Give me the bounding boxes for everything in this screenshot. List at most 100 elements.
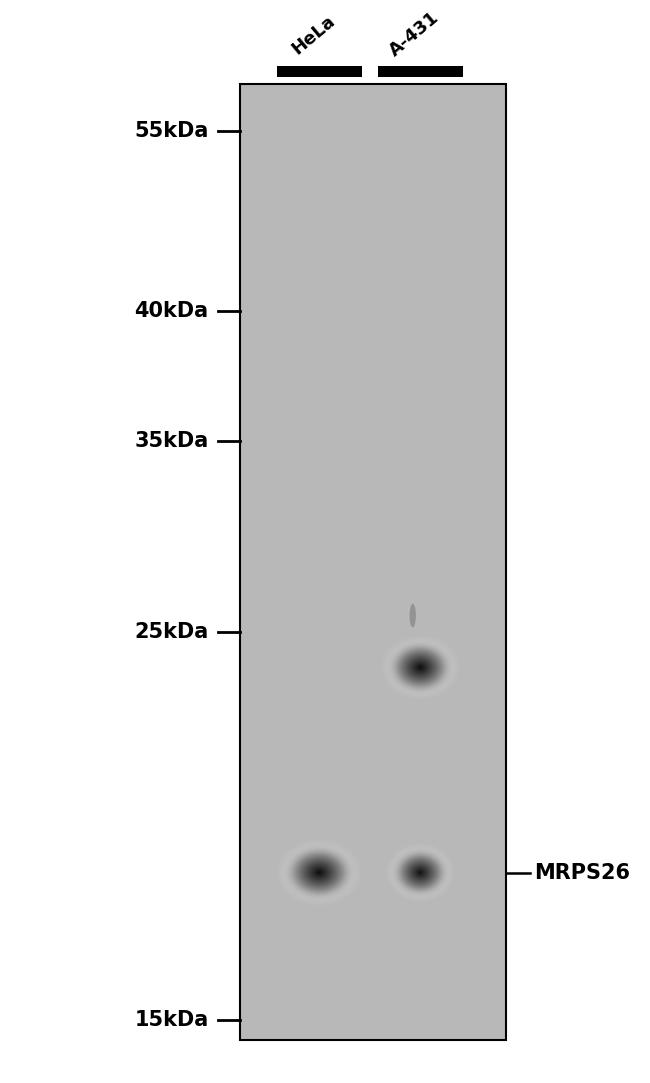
Ellipse shape (408, 862, 432, 883)
Ellipse shape (402, 652, 439, 682)
Ellipse shape (389, 846, 452, 899)
Ellipse shape (388, 641, 453, 694)
Ellipse shape (400, 651, 441, 684)
Ellipse shape (285, 846, 354, 899)
Ellipse shape (411, 661, 429, 675)
Ellipse shape (387, 640, 454, 695)
Text: 40kDa: 40kDa (135, 301, 209, 322)
Text: A-431: A-431 (386, 9, 443, 61)
Ellipse shape (402, 653, 438, 682)
Ellipse shape (405, 859, 436, 886)
Ellipse shape (419, 666, 422, 669)
Ellipse shape (401, 857, 439, 889)
Ellipse shape (410, 660, 430, 676)
Ellipse shape (318, 872, 320, 873)
Ellipse shape (392, 848, 449, 897)
Ellipse shape (391, 847, 450, 898)
Ellipse shape (400, 651, 440, 683)
Ellipse shape (390, 847, 450, 899)
Ellipse shape (404, 654, 437, 681)
Ellipse shape (406, 860, 435, 885)
Ellipse shape (384, 638, 457, 697)
Ellipse shape (288, 848, 350, 897)
Ellipse shape (398, 854, 442, 891)
Ellipse shape (408, 657, 433, 678)
Ellipse shape (299, 857, 339, 888)
Ellipse shape (400, 854, 441, 890)
Text: 55kDa: 55kDa (134, 121, 209, 141)
Ellipse shape (411, 865, 429, 879)
Ellipse shape (415, 663, 426, 673)
Ellipse shape (417, 664, 424, 670)
Ellipse shape (395, 647, 446, 689)
Ellipse shape (284, 845, 354, 900)
Ellipse shape (408, 861, 434, 884)
Ellipse shape (393, 849, 447, 896)
Ellipse shape (396, 648, 444, 687)
Ellipse shape (403, 858, 437, 887)
Ellipse shape (297, 854, 342, 890)
Ellipse shape (388, 845, 452, 900)
Ellipse shape (301, 859, 337, 887)
Ellipse shape (395, 850, 447, 895)
Text: 15kDa: 15kDa (135, 1010, 209, 1030)
Ellipse shape (400, 856, 440, 889)
Text: MRPS26: MRPS26 (534, 862, 630, 883)
Ellipse shape (394, 645, 447, 689)
Ellipse shape (404, 654, 436, 680)
Ellipse shape (393, 849, 448, 897)
Ellipse shape (396, 648, 445, 688)
Ellipse shape (316, 870, 322, 875)
Ellipse shape (306, 862, 332, 883)
Ellipse shape (383, 637, 458, 699)
Ellipse shape (280, 841, 359, 903)
Ellipse shape (303, 860, 335, 885)
Ellipse shape (291, 850, 348, 895)
Text: HeLa: HeLa (288, 11, 339, 57)
Ellipse shape (413, 662, 427, 673)
Ellipse shape (415, 664, 425, 671)
Ellipse shape (314, 869, 324, 876)
Text: 35kDa: 35kDa (135, 431, 209, 451)
Ellipse shape (392, 644, 449, 691)
Ellipse shape (396, 851, 445, 893)
Ellipse shape (311, 865, 328, 879)
Ellipse shape (306, 862, 333, 884)
Ellipse shape (286, 847, 352, 899)
Ellipse shape (313, 867, 326, 877)
Ellipse shape (389, 641, 452, 693)
Ellipse shape (406, 655, 435, 679)
Text: 25kDa: 25kDa (135, 622, 209, 642)
Ellipse shape (292, 851, 346, 893)
Ellipse shape (393, 644, 448, 690)
Bar (240, 84, 506, 1040)
Ellipse shape (398, 649, 443, 686)
Ellipse shape (413, 866, 427, 878)
Ellipse shape (294, 852, 344, 892)
Ellipse shape (410, 603, 416, 627)
Ellipse shape (391, 643, 450, 692)
Ellipse shape (298, 856, 341, 889)
Ellipse shape (302, 859, 336, 886)
Ellipse shape (296, 854, 343, 891)
Ellipse shape (416, 869, 424, 876)
Ellipse shape (418, 871, 423, 875)
Ellipse shape (291, 851, 347, 895)
Ellipse shape (387, 845, 453, 901)
Ellipse shape (413, 865, 428, 879)
Ellipse shape (294, 853, 344, 891)
Ellipse shape (417, 665, 423, 669)
Ellipse shape (406, 861, 434, 885)
Ellipse shape (283, 844, 356, 901)
Ellipse shape (385, 639, 455, 695)
Ellipse shape (398, 650, 442, 686)
Bar (276, 66, 362, 77)
Ellipse shape (413, 661, 428, 674)
Ellipse shape (304, 861, 334, 884)
Ellipse shape (317, 871, 321, 874)
Ellipse shape (406, 656, 434, 679)
Ellipse shape (408, 657, 432, 677)
Ellipse shape (398, 853, 443, 891)
Ellipse shape (404, 859, 437, 887)
Ellipse shape (419, 667, 421, 668)
